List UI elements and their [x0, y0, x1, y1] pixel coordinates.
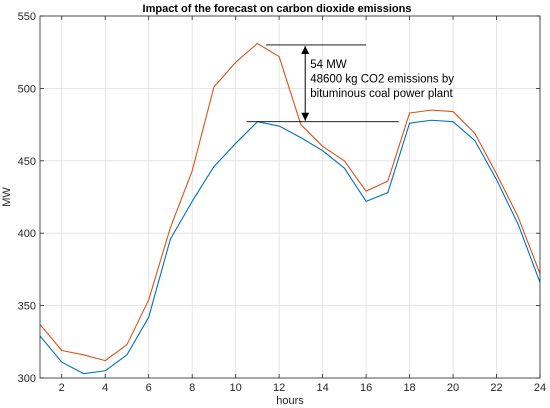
x-tick-label: 4 [102, 382, 108, 394]
y-tick-label: 300 [18, 373, 36, 385]
x-axis-label: hours [276, 395, 304, 407]
x-tick-label: 16 [360, 382, 372, 394]
x-tick-label: 14 [316, 382, 328, 394]
y-tick-label: 500 [18, 83, 36, 95]
x-tick-label: 10 [230, 382, 242, 394]
x-tick-label: 2 [59, 382, 65, 394]
annotation-layer: 54 MW 48600 kg CO2 emissions by bituminous… [246, 44, 454, 123]
arrowhead-down-icon [301, 112, 310, 121]
x-tick-label: 20 [447, 382, 459, 394]
y-tick-label: 550 [18, 11, 36, 23]
series-line-2 [39, 119, 541, 375]
annotation-text-line: bituminous coal power plant [310, 88, 453, 100]
annotation-text-line: 48600 kg CO2 emissions by [310, 73, 454, 85]
x-tick-label: 12 [273, 382, 285, 394]
x-tick-label: 6 [146, 382, 152, 394]
y-axis-label: MW [1, 187, 13, 207]
series-layer [39, 42, 541, 375]
annotation-text-line: 54 MW [310, 59, 347, 71]
x-tick-label: 24 [534, 382, 546, 394]
x-tick-label: 18 [403, 382, 415, 394]
x-tick-label: 8 [189, 382, 195, 394]
y-tick-label: 450 [18, 156, 36, 168]
x-tick-label: 22 [490, 382, 502, 394]
y-tick-label: 350 [18, 301, 36, 313]
arrowhead-up-icon [301, 45, 310, 54]
plot-frame [39, 15, 541, 379]
chart-title: Impact of the forecast on carbon dioxide… [143, 3, 412, 15]
y-tick-label: 400 [18, 228, 36, 240]
series-line-1 [39, 42, 541, 362]
